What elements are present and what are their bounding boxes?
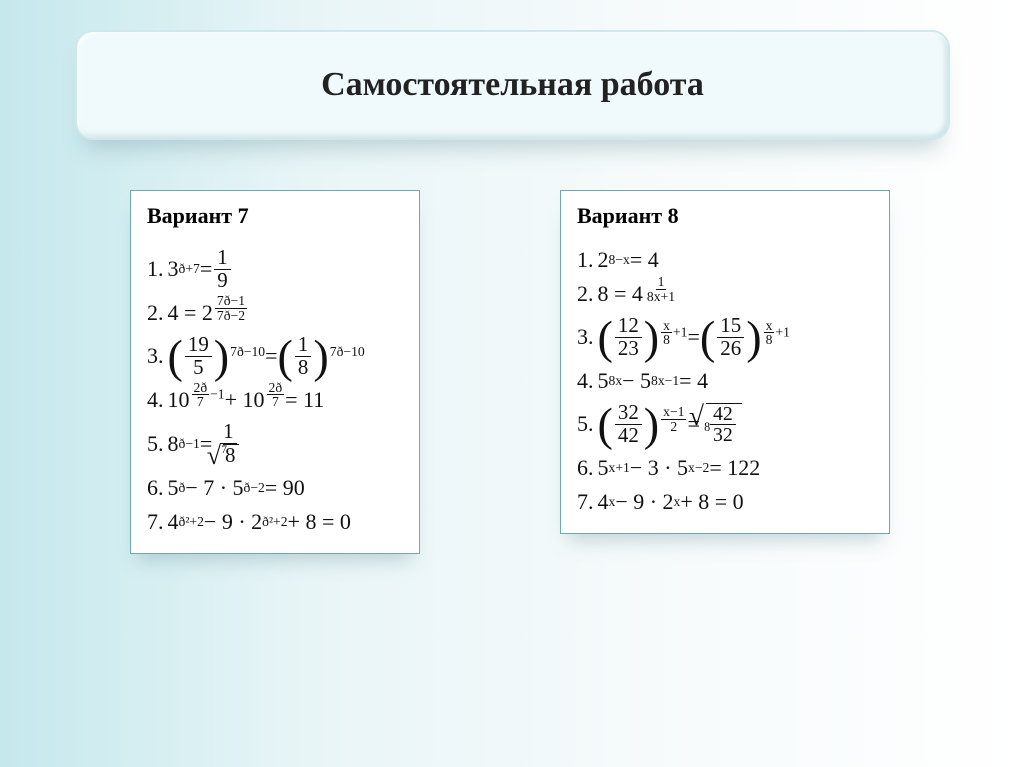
v8-eq2: 2. 8 = 4 1 8x+1	[577, 281, 873, 307]
variant-7-equations: 1. 3ð+7 = 1 9 2. 4 = 2 7ð−1 7ð−2 3. 19	[147, 247, 403, 535]
variant-7-panel: Вариант 7 1. 3ð+7 = 1 9 2. 4 = 2 7ð−1 7ð…	[130, 190, 420, 554]
variant-7-title: Вариант 7	[147, 203, 403, 229]
variant-8-title: Вариант 8	[577, 203, 873, 229]
title-box: Самостоятельная работа	[75, 30, 950, 140]
slide-title: Самостоятельная работа	[321, 66, 704, 104]
v8-eq4: 4. 58x − 58x−1 = 4	[577, 368, 873, 394]
variant-8-equations: 1. 28−x = 4 2. 8 = 4 1 8x+1 3. 12 23	[577, 247, 873, 515]
v7-eq5: 5. 8ð−1 = 1 7 8	[147, 421, 403, 468]
variant-8-panel: Вариант 8 1. 28−x = 4 2. 8 = 4 1 8x+1 3.…	[560, 190, 890, 534]
v7-eq4: 4. 10 2ð 7 −1 + 10 2ð 7 = 11	[147, 387, 403, 413]
v8-eq5: 5. 32 42 x−1 2 = 8 42 32	[577, 402, 873, 447]
v7-eq6: 6. 5ð − 7 · 5ð−2 = 90	[147, 475, 403, 501]
v8-eq7: 7. 4x − 9 · 2x + 8 = 0	[577, 489, 873, 515]
v7-eq1: 1. 3ð+7 = 1 9	[147, 247, 403, 292]
v7-eq2: 2. 4 = 2 7ð−1 7ð−2	[147, 300, 403, 326]
v8-eq6: 6. 5x+1 − 3 · 5x−2 = 122	[577, 455, 873, 481]
v7-eq3: 3. 19 5 7ð−10 = 1 8 7ð−10	[147, 334, 403, 379]
v8-eq3: 3. 12 23 x 8 +1 = 15 26 x	[577, 315, 873, 360]
v7-eq7: 7. 4ð²+2 − 9 · 2ð²+2 + 8 = 0	[147, 509, 403, 535]
v8-eq1: 1. 28−x = 4	[577, 247, 873, 273]
